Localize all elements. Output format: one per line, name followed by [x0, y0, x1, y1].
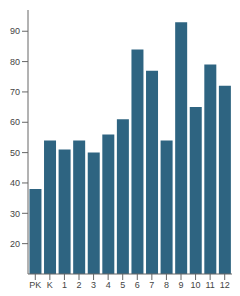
- svg-text:5: 5: [120, 280, 125, 290]
- svg-text:60: 60: [10, 117, 20, 127]
- svg-text:9: 9: [178, 280, 183, 290]
- svg-text:80: 80: [10, 57, 20, 67]
- svg-text:70: 70: [10, 87, 20, 97]
- svg-text:PK: PK: [29, 280, 41, 290]
- svg-text:50: 50: [10, 148, 20, 158]
- svg-text:8: 8: [164, 280, 169, 290]
- svg-text:20: 20: [10, 239, 20, 249]
- svg-text:7: 7: [149, 280, 154, 290]
- svg-text:4: 4: [106, 280, 111, 290]
- svg-text:K: K: [47, 280, 53, 290]
- svg-text:30: 30: [10, 209, 20, 219]
- svg-text:10: 10: [191, 280, 201, 290]
- svg-text:1: 1: [62, 280, 67, 290]
- svg-text:2: 2: [76, 280, 81, 290]
- svg-text:3: 3: [91, 280, 96, 290]
- svg-text:40: 40: [10, 178, 20, 188]
- svg-text:90: 90: [10, 26, 20, 36]
- svg-text:6: 6: [135, 280, 140, 290]
- svg-text:12: 12: [220, 280, 230, 290]
- svg-text:11: 11: [205, 280, 214, 290]
